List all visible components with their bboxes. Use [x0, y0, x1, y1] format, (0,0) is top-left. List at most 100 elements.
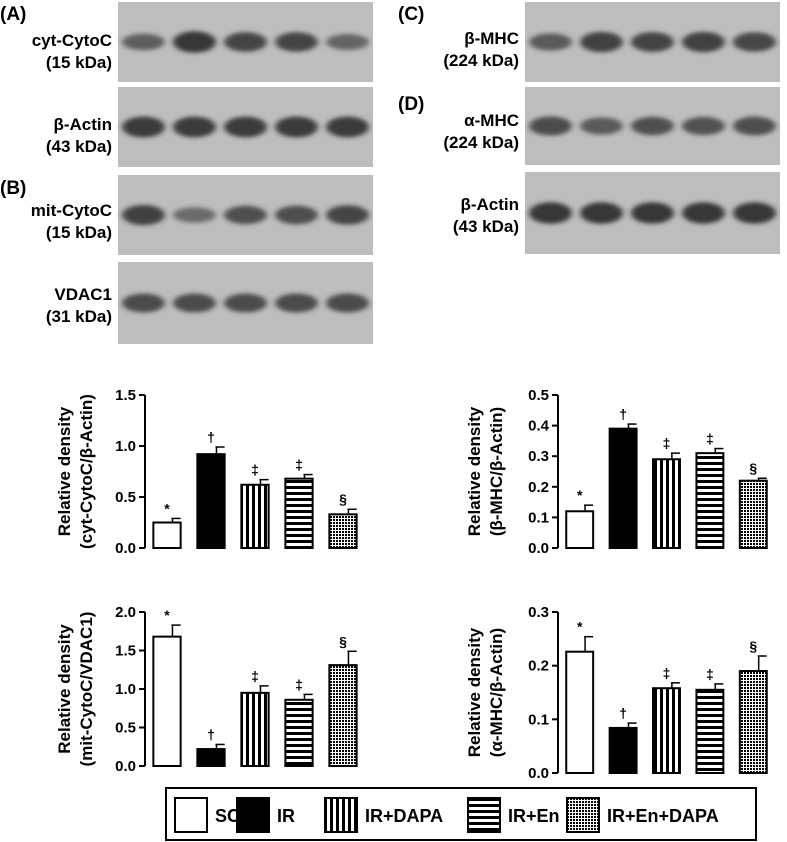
y-axis-label-units: (mit-CytoC/VDAC1): [77, 612, 96, 767]
bar-ir-en-dapa: [328, 664, 358, 768]
blot-band: [326, 34, 369, 50]
bar-sc: [152, 635, 182, 768]
significance-mark: ‡: [295, 676, 303, 692]
blot-label: cyt-CytoC: [32, 31, 112, 50]
y-tick-label: 1.5: [115, 643, 136, 660]
blot-vdac1: VDAC1 (31 kDa): [46, 262, 373, 344]
panel-label-c: (C): [398, 4, 424, 25]
blot-band: [224, 205, 267, 225]
blot-band: [224, 116, 267, 138]
panel-label-d: (D): [398, 94, 424, 115]
legend-swatch: [324, 797, 358, 833]
blot-mit-cytoc: mit-CytoC (15 kDa): [31, 175, 373, 255]
significance-mark: *: [164, 607, 170, 623]
bar-sc: [565, 650, 595, 774]
y-tick-label: 0.1: [528, 509, 549, 526]
legend-label: SC: [215, 806, 240, 826]
blot-size-label: (43 kDa): [453, 217, 519, 236]
significance-mark: †: [619, 705, 627, 721]
blot-band: [733, 202, 776, 224]
blot-band: [529, 202, 572, 224]
y-tick-label: 0.2: [528, 479, 549, 496]
y-axis-label-units: (α-MHC/β-Actin): [487, 628, 506, 757]
blot-band: [529, 33, 572, 51]
bar-ir-en: [695, 688, 725, 774]
legend-item: SC: [174, 797, 240, 833]
y-tick-label: 0.5: [528, 387, 549, 404]
legend-item: IR+DAPA: [324, 797, 443, 833]
legend-frame: [165, 787, 757, 841]
blot-label: mit-CytoC: [31, 201, 112, 220]
significance-mark: ‡: [295, 457, 303, 473]
blot-band: [326, 205, 369, 225]
blot-band: [631, 116, 674, 136]
significance-mark: †: [207, 726, 215, 742]
blot-label: β-Actin: [460, 195, 519, 214]
blot-band: [326, 293, 369, 313]
blot-size-label: (15 kDa): [46, 53, 112, 72]
panel-label-b: (B): [0, 178, 26, 199]
blot-band: [733, 32, 776, 52]
blot-band: [173, 31, 216, 53]
legend-swatch: [467, 797, 501, 833]
bar-ir-en-dapa: [328, 513, 358, 550]
blot-band: [173, 207, 216, 223]
significance-mark: ‡: [706, 431, 714, 447]
blot-band: [224, 293, 267, 313]
bar-ir-dapa: [240, 483, 270, 550]
significance-mark: ‡: [251, 462, 259, 478]
blot-band: [631, 202, 674, 224]
bar-ir-en: [284, 698, 314, 768]
legend-item: IR+En+DAPA: [566, 797, 719, 833]
significance-mark: †: [207, 429, 215, 445]
blot-cyt-cytoc: cyt-CytoC (15 kDa): [32, 2, 373, 82]
bar-ir: [196, 748, 226, 767]
y-tick-label: 0.1: [528, 711, 549, 728]
blot-beta-actin-a: β-Actin (43 kDa): [46, 87, 373, 167]
significance-mark: ‡: [663, 665, 671, 681]
y-tick-label: 0.2: [528, 658, 549, 675]
y-tick-label: 0.4: [528, 418, 550, 435]
legend: SC IR IR+DAPA IR+En IR+En+DAPA: [165, 787, 757, 841]
y-axis-label: Relative density: [465, 627, 484, 757]
bar-ir: [608, 427, 638, 549]
y-tick-label: 2.0: [115, 604, 136, 621]
blot-band: [529, 116, 572, 136]
bar-ir-dapa: [240, 691, 270, 767]
y-tick-label: 0.0: [115, 758, 136, 775]
legend-swatch: [236, 797, 270, 833]
blot-band: [122, 204, 165, 226]
significance-mark: §: [339, 491, 347, 507]
significance-mark: ‡: [663, 435, 671, 451]
bar-ir-en-dapa: [738, 670, 768, 774]
blot-band: [275, 293, 318, 313]
significance-mark: *: [164, 500, 170, 516]
significance-mark: §: [749, 638, 757, 654]
y-tick-label: 1.0: [115, 438, 136, 455]
significance-mark: †: [619, 406, 627, 422]
y-tick-label: 0.3: [528, 448, 549, 465]
legend-item: IR: [236, 797, 295, 833]
blot-label: VDAC1: [54, 285, 112, 304]
blot-label: β-Actin: [53, 115, 112, 134]
bar-ir-en-dapa: [738, 479, 768, 549]
legend-label: IR+DAPA: [365, 806, 443, 826]
blot-band: [580, 202, 623, 224]
y-tick-label: 0.0: [528, 765, 549, 782]
significance-mark: §: [339, 633, 347, 649]
bar-sc: [152, 521, 182, 549]
y-tick-label: 0.0: [528, 540, 549, 557]
legend-label: IR: [277, 806, 295, 826]
blot-band: [580, 117, 623, 135]
y-axis-label-units: (cyt-CytoC/β-Actin): [77, 394, 96, 549]
blot-band: [122, 116, 165, 138]
significance-mark: ‡: [251, 668, 259, 684]
y-axis-label: Relative density: [465, 406, 484, 536]
legend-label: IR+En+DAPA: [607, 806, 719, 826]
legend-label: IR+En: [508, 806, 560, 826]
blot-size-label: (15 kDa): [46, 223, 112, 242]
bar-ir-dapa: [652, 687, 681, 774]
y-tick-label: 1.0: [115, 681, 136, 698]
significance-mark: ‡: [706, 666, 714, 682]
